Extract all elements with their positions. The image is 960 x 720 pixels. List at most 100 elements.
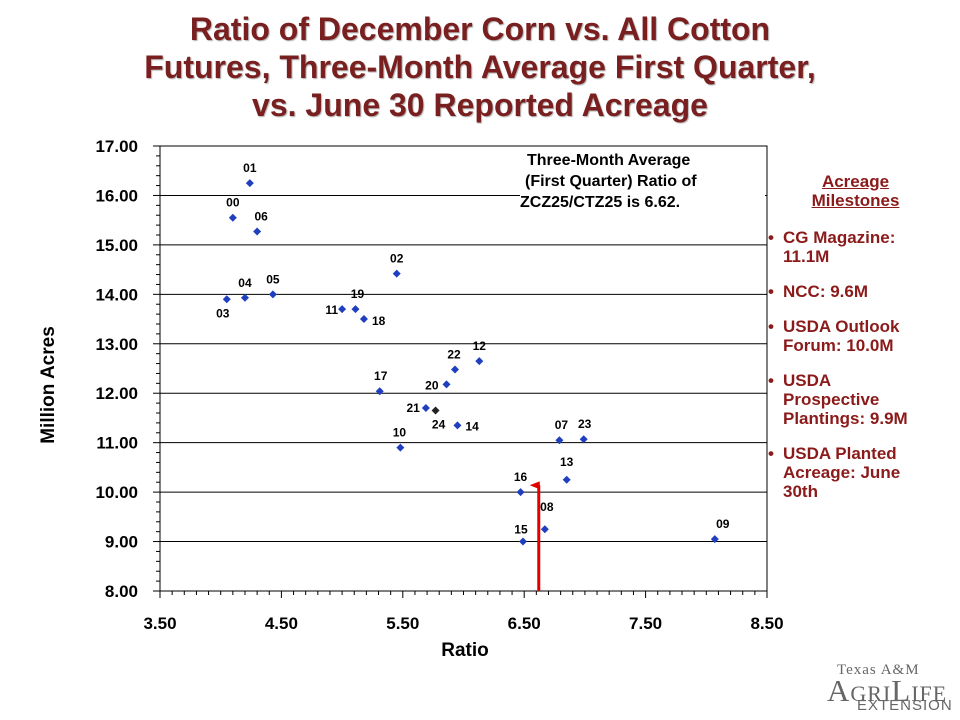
data-point-13 <box>562 475 571 484</box>
data-points <box>222 179 719 546</box>
bullet-icon: • <box>768 317 774 336</box>
data-label-23: 23 <box>578 417 592 431</box>
data-point-23 <box>579 435 588 444</box>
x-tick-label: 5.50 <box>386 614 419 633</box>
data-point-14 <box>453 421 462 430</box>
y-tick-label: 16.00 <box>95 186 138 205</box>
data-label-24: 24 <box>432 418 446 432</box>
data-point-15 <box>518 537 527 546</box>
data-label-16: 16 <box>514 470 528 484</box>
y-tick-label: 11.00 <box>96 434 138 453</box>
milestones-title: Acreage Milestones <box>768 172 943 210</box>
bullet-icon: • <box>768 282 774 301</box>
milestone-text-line: 30th <box>783 482 818 501</box>
data-label-01: 01 <box>243 161 257 175</box>
data-label-13: 13 <box>560 455 574 469</box>
data-point-labels: 00 01 02 03 04 05 06 07 08 09 10 11 12 13 14 15 16 17 18 19… <box>216 161 730 536</box>
milestone-text-line: CG Magazine: <box>783 228 896 247</box>
x-tick-label: 3.50 <box>143 614 176 633</box>
milestone-text-line: USDA <box>783 371 832 390</box>
logo-line-3: EXTENSION <box>857 697 953 714</box>
data-point-04 <box>240 293 249 302</box>
data-label-08: 08 <box>540 500 554 514</box>
milestone-item: • USDA Outlook Forum: 10.0M <box>768 317 958 355</box>
milestone-text-line: USDA Planted <box>783 444 897 463</box>
y-tick-label: 17.00 <box>95 137 138 156</box>
chart-title-line-2: Futures, Three-Month Average First Quart… <box>144 49 816 85</box>
x-tick-label: 8.50 <box>750 614 783 633</box>
data-label-15: 15 <box>514 523 528 537</box>
data-point-18 <box>359 315 368 324</box>
data-label-20: 20 <box>425 378 439 392</box>
data-point-03 <box>222 295 231 304</box>
y-tick-label: 15.00 <box>95 236 138 255</box>
data-label-19: 19 <box>351 287 365 301</box>
gridlines <box>160 194 767 543</box>
bullet-icon: • <box>768 371 774 390</box>
x-tick-label: 4.50 <box>265 614 298 633</box>
data-point-19 <box>351 305 360 314</box>
data-point-10 <box>396 443 405 452</box>
data-label-04: 04 <box>238 276 252 290</box>
data-label-09: 09 <box>716 517 730 531</box>
data-label-14: 14 <box>465 419 479 433</box>
milestone-text-line: Prospective <box>783 390 880 409</box>
data-label-22: 22 <box>447 347 461 361</box>
milestone-item: • NCC: 9.6M <box>768 282 958 301</box>
data-label-06: 06 <box>254 210 268 224</box>
milestone-text-line: Plantings: 9.9M <box>783 409 908 428</box>
milestone-text-line: 11.1M <box>783 247 830 266</box>
logo-line-2: AgriLife <box>827 673 948 708</box>
data-point-08 <box>540 525 549 534</box>
data-label-11: 11 <box>325 303 338 317</box>
milestones-title-line-2: Milestones <box>811 191 900 210</box>
axes <box>153 145 768 598</box>
y-tick-label: 14.00 <box>95 285 138 304</box>
milestones-title-line-1: Acreage <box>821 172 890 191</box>
y-tick-label: 13.00 <box>95 335 138 354</box>
data-point-24 <box>431 406 440 415</box>
annotation-line-2: (First Quarter) Ratio of <box>525 173 697 190</box>
milestone-item: • USDA Prospective Plantings: 9.9M <box>768 371 958 428</box>
data-label-07: 07 <box>555 418 569 432</box>
milestones-list: • CG Magazine: 11.1M • NCC: 9.6M • USDA Outloo… <box>768 228 958 501</box>
milestone-text-line: USDA Outlook <box>783 317 900 336</box>
data-label-18: 18 <box>372 314 386 328</box>
data-label-00: 00 <box>226 196 240 210</box>
data-label-17: 17 <box>374 369 388 383</box>
data-point-22 <box>451 365 460 374</box>
y-tick-label: 12.00 <box>95 384 138 403</box>
annotation-line-1: Three-Month Average <box>527 152 691 169</box>
tick-labels: 8.00 9.00 10.00 11.00 12.00 13.00 14.00 15.00 16… <box>95 137 783 633</box>
logo-line-1: Texas A&M <box>837 662 920 678</box>
x-tick-label: 7.50 <box>629 614 662 633</box>
data-point-01 <box>245 179 254 188</box>
milestone-item: • USDA Planted Acreage: June 30th <box>768 444 958 501</box>
chart-title: Ratio of December Corn vs. All Cotton Fu… <box>0 10 960 124</box>
data-label-10: 10 <box>393 426 407 440</box>
y-tick-label: 10.00 <box>95 483 138 502</box>
chart-title-line-1: Ratio of December Corn vs. All Cotton <box>189 11 771 47</box>
agrilife-extension-logo: Texas A&M AgriLife EXTENSION <box>823 662 953 714</box>
data-point-17 <box>375 387 384 396</box>
chart-title-line-3: vs. June 30 Reported Acreage <box>252 87 708 123</box>
data-point-21 <box>421 404 430 413</box>
ratio-annotation: Three-Month Average (First Quarter) Rati… <box>520 150 765 213</box>
milestone-text-line: Forum: 10.0M <box>783 336 894 355</box>
data-point-16 <box>516 488 525 497</box>
milestone-text-line: Acreage: June <box>783 463 901 482</box>
data-label-05: 05 <box>266 272 280 286</box>
data-label-02: 02 <box>390 252 404 266</box>
y-tick-label: 9.00 <box>105 533 138 552</box>
data-point-06 <box>253 227 262 236</box>
x-axis-title: Ratio <box>441 640 489 661</box>
data-label-21: 21 <box>407 401 421 415</box>
data-point-02 <box>392 269 401 278</box>
data-point-20 <box>442 380 451 389</box>
acreage-milestones-panel: Acreage Milestones • CG Magazine: 11.1M • NC… <box>768 172 958 517</box>
y-tick-label: 8.00 <box>105 582 138 601</box>
y-axis-title: Million Acres <box>38 326 59 444</box>
bullet-icon: • <box>768 228 774 247</box>
bullet-icon: • <box>768 444 774 463</box>
